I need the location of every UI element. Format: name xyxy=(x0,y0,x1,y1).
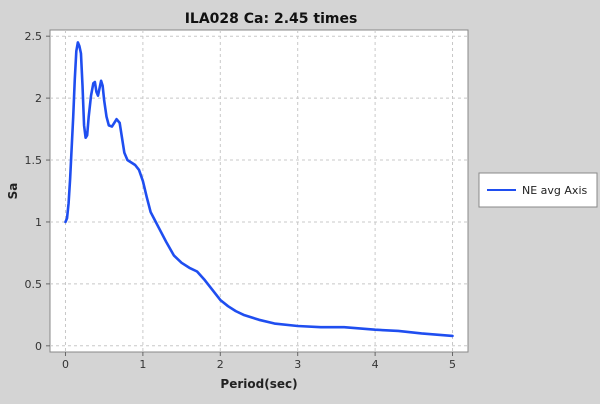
y-tick-label: 0.5 xyxy=(25,278,43,291)
x-tick-label: 4 xyxy=(372,358,379,371)
x-tick-label: 3 xyxy=(294,358,301,371)
legend-label-ne-avg-axis: NE avg Axis xyxy=(522,184,587,197)
y-tick-label: 1 xyxy=(35,216,42,229)
y-tick-label: 2.5 xyxy=(25,30,43,43)
y-tick-label: 1.5 xyxy=(25,154,43,167)
series-layer xyxy=(64,41,454,338)
axes: 0 1 2 3 4 5 0 0.5 1 1.5 2 2.5 xyxy=(25,30,457,371)
x-axis-label: Period(sec) xyxy=(220,377,297,391)
x-tick-label: 1 xyxy=(139,358,146,371)
y-axis-label: Sa xyxy=(6,183,20,200)
plot-area xyxy=(49,29,469,353)
legend: NE avg Axis xyxy=(478,172,598,208)
x-tick-label: 2 xyxy=(217,358,224,371)
series-line-ne-avg-axis xyxy=(64,41,454,338)
x-tick-label: 0 xyxy=(62,358,69,371)
y-tick-label: 0 xyxy=(35,340,42,353)
grid-lines xyxy=(50,30,468,352)
y-tick-label: 2 xyxy=(35,92,42,105)
chart-title: ILA028 Ca: 2.45 times xyxy=(185,11,358,27)
x-tick-label: 5 xyxy=(449,358,456,371)
